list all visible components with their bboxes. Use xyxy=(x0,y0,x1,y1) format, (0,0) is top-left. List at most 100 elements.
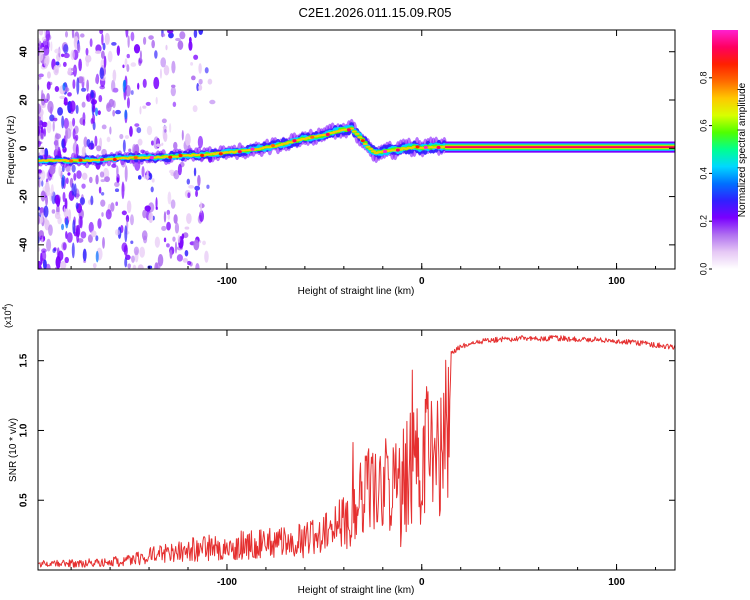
heatmap-speckle xyxy=(186,213,192,225)
heatmap-peak xyxy=(270,143,275,148)
heatmap-speckle xyxy=(92,263,97,269)
heatmap-speckle xyxy=(193,167,197,177)
heatmap-speckle xyxy=(104,176,111,183)
heatmap-speckle xyxy=(191,75,196,81)
heatmap-streak xyxy=(90,195,94,206)
heatmap-peak xyxy=(149,156,154,160)
heatmap-speckle xyxy=(197,174,201,187)
heatmap-speckle xyxy=(102,237,105,249)
heatmap-speckle xyxy=(101,33,104,46)
heatmap-streak xyxy=(76,77,80,95)
spectrogram-ylabel: Frequency (Hz) xyxy=(6,116,17,185)
heatmap-speckle xyxy=(44,181,50,193)
heatmap-speckle xyxy=(76,170,82,179)
colorbar: 0.0 0.2 0.4 0.6 0.8 Normalized spectral ampl… xyxy=(698,30,748,275)
heatmap-speckle xyxy=(190,62,194,66)
heatmap-speckle xyxy=(193,54,199,60)
heatmap-peak xyxy=(69,159,74,163)
spectrogram-ytick-label: 20 xyxy=(19,94,30,106)
heatmap-speckle xyxy=(170,199,176,209)
heatmap-speckle xyxy=(130,240,134,245)
heatmap-speckle xyxy=(46,120,52,134)
heatmap-peak xyxy=(100,158,105,162)
heatmap-speckle xyxy=(209,99,216,105)
heatmap-speckle xyxy=(100,199,106,207)
heatmap-speckle xyxy=(55,61,60,66)
spectrogram-frame xyxy=(37,29,676,270)
heatmap-streak xyxy=(121,181,125,200)
heatmap-speckle xyxy=(122,64,125,69)
heatmap-speckle xyxy=(63,44,69,54)
heatmap-speckle xyxy=(44,216,48,226)
heatmap-speckle xyxy=(59,260,67,269)
heatmap-speckle xyxy=(181,129,184,141)
heatmap-speckle xyxy=(43,98,49,104)
heatmap-streak xyxy=(62,191,66,203)
heatmap-speckle xyxy=(85,54,92,63)
heatmap-speckle xyxy=(171,60,176,74)
heatmap-speckle xyxy=(166,209,171,216)
heatmap-speckle xyxy=(174,241,178,254)
heatmap-speckle xyxy=(164,128,167,133)
heatmap-speckle xyxy=(99,85,106,90)
snr-multiplier: (x104) xyxy=(2,304,13,328)
heatmap-speckle xyxy=(82,118,86,127)
heatmap-streak xyxy=(124,109,128,120)
heatmap-speckle xyxy=(64,256,69,264)
heatmap-speckle xyxy=(41,36,47,42)
heatmap-speckle xyxy=(139,106,142,115)
heatmap-speckle xyxy=(63,97,68,106)
heatmap-peak xyxy=(178,153,183,158)
heatmap-speckle xyxy=(39,48,44,62)
spectrogram-ytick-label: 0 xyxy=(19,145,30,151)
heatmap-speckle xyxy=(139,246,145,258)
heatmap-speckle xyxy=(142,209,147,219)
heatmap-speckle xyxy=(161,225,167,231)
heatmap-speckle xyxy=(142,36,147,45)
heatmap-speckle xyxy=(196,83,200,92)
heatmap-streak xyxy=(126,64,130,73)
heatmap-speckle xyxy=(43,205,49,218)
heatmap-speckle xyxy=(110,202,115,212)
heatmap-speckle xyxy=(90,230,97,238)
heatmap-speckle xyxy=(52,248,56,253)
heatmap-speckle xyxy=(167,214,171,220)
heatmap-streak xyxy=(122,139,126,153)
heatmap-speckle xyxy=(97,218,102,229)
heatmap-speckle xyxy=(88,221,94,233)
heatmap-peak xyxy=(360,139,365,143)
heatmap-speckle xyxy=(154,50,158,59)
heatmap-speckle xyxy=(81,183,86,189)
heatmap-speckle xyxy=(43,259,47,269)
heatmap-speckle xyxy=(111,79,116,93)
heatmap-speckle xyxy=(38,140,42,148)
heatmap-speckle xyxy=(47,100,54,113)
heatmap-speckle xyxy=(40,252,43,266)
heatmap-speckle xyxy=(41,190,46,196)
heatmap-speckle xyxy=(163,211,167,223)
heatmap-speckle xyxy=(116,165,119,177)
heatmap-speckle xyxy=(129,126,133,137)
heatmap-speckle xyxy=(38,230,44,239)
colorbar-tick-label: 0.0 xyxy=(698,263,708,276)
heatmap-speckle xyxy=(111,41,117,46)
heatmap-speckle xyxy=(151,39,155,49)
heatmap-speckle xyxy=(175,37,181,42)
heatmap-streak xyxy=(95,107,99,117)
heatmap-speckle xyxy=(137,264,144,269)
heatmap-speckle xyxy=(126,53,130,59)
heatmap-speckle xyxy=(39,132,45,141)
heatmap-streak xyxy=(64,127,68,144)
heatmap-speckle xyxy=(38,30,44,36)
heatmap-speckle xyxy=(79,215,83,229)
heatmap-speckle xyxy=(143,235,148,244)
heatmap-speckle xyxy=(56,247,60,259)
snr-series-line xyxy=(38,335,675,568)
heatmap-speckle xyxy=(55,255,61,269)
heatmap-streak xyxy=(72,79,76,90)
heatmap-speckle xyxy=(112,109,116,117)
heatmap-peak xyxy=(383,149,388,154)
heatmap-speckle xyxy=(204,67,209,74)
heatmap-speckle xyxy=(168,169,175,174)
heatmap-streak xyxy=(125,30,129,38)
